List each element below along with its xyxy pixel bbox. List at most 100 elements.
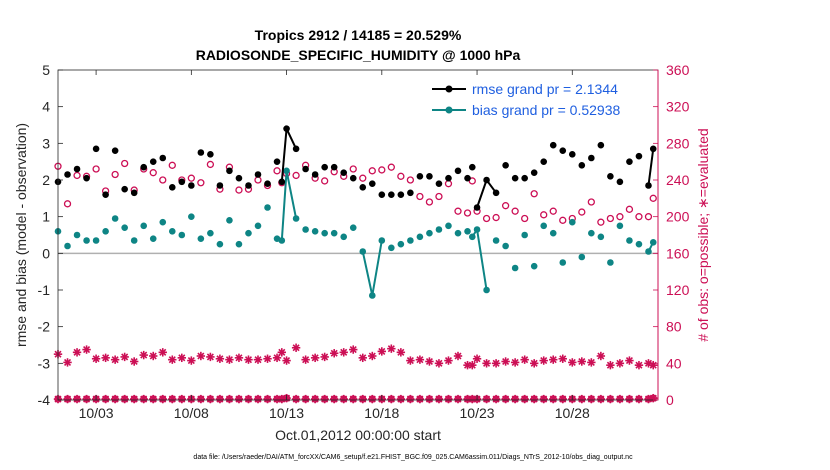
- rmse-point: [435, 180, 443, 187]
- bias-point: [188, 213, 195, 220]
- rmse-point: [407, 189, 414, 197]
- left-tick-label: -3: [38, 355, 51, 371]
- rmse-point: [121, 185, 128, 193]
- obs-baseline-evaluated-point: [158, 394, 167, 404]
- obs-baseline-evaluated-point: [539, 394, 548, 404]
- obs-baseline-evaluated-point: [149, 394, 158, 404]
- left-tick-label: -4: [38, 392, 51, 408]
- right-tick-label: 0: [666, 392, 674, 408]
- obs-evaluated-point: [263, 354, 272, 363]
- obs-possible-point: [540, 211, 548, 219]
- rmse-point: [130, 189, 138, 197]
- obs-evaluated-point: [63, 358, 72, 367]
- obs-evaluated-point: [510, 358, 520, 367]
- rmse-point: [149, 158, 157, 165]
- bias-point: [540, 222, 548, 230]
- rmse-point: [578, 162, 586, 169]
- obs-possible-point: [197, 179, 205, 187]
- obs-evaluated-point: [168, 355, 177, 364]
- obs-possible-point: [92, 165, 100, 173]
- obs-evaluated-point: [82, 345, 91, 354]
- obs-evaluated-point: [187, 356, 196, 365]
- obs-baseline-evaluated-point: [520, 394, 529, 404]
- obs-possible-point: [359, 174, 367, 182]
- bias-point: [73, 231, 81, 239]
- obs-possible-point: [416, 192, 424, 201]
- left-tick-label: 1: [42, 209, 50, 225]
- legend-rmse-marker: [445, 85, 453, 93]
- obs-baseline-evaluated-point: [63, 394, 72, 404]
- rmse-point: [649, 145, 657, 153]
- chart-title-line2: RADIOSONDE_SPECIFIC_HUMIDITY @ 1000 hPa: [196, 47, 521, 63]
- obs-evaluated-point: [377, 347, 387, 356]
- bias-point: [226, 217, 233, 224]
- bias-point: [568, 218, 576, 226]
- obs-baseline-evaluated-point: [510, 394, 520, 404]
- obs-evaluated-point: [206, 352, 215, 362]
- bias-point: [102, 228, 109, 235]
- rmse-point: [530, 169, 538, 176]
- rmse-point: [283, 125, 290, 132]
- right-tick-label: 40: [666, 355, 682, 371]
- bias-point: [645, 248, 652, 255]
- obs-possible-point: [368, 167, 376, 175]
- bias-point: [407, 237, 414, 244]
- bias-point: [521, 231, 528, 239]
- rmse-point: [168, 184, 176, 191]
- rmse-point: [616, 178, 624, 186]
- right-tick-label: 280: [666, 135, 690, 151]
- rmse-point: [207, 151, 214, 158]
- obs-evaluated-point: [277, 348, 287, 357]
- obs-evaluated-point: [472, 354, 482, 363]
- right-tick-label: 360: [666, 62, 690, 78]
- rmse-point: [483, 176, 490, 184]
- obs-possible-point: [406, 176, 415, 184]
- obs-evaluated-point: [320, 352, 329, 362]
- obs-evaluated-point: [225, 355, 234, 364]
- obs-baseline-evaluated-point: [225, 394, 234, 404]
- obs-evaluated-point: [253, 355, 263, 364]
- obs-possible-point: [349, 165, 357, 173]
- bias-point: [616, 222, 624, 230]
- obs-baseline-evaluated-point: [196, 394, 206, 404]
- bias-point: [207, 229, 214, 237]
- bias-point: [349, 224, 357, 231]
- rmse-point: [111, 147, 119, 154]
- bias-point: [340, 233, 348, 241]
- obs-baseline-evaluated-point: [415, 394, 425, 404]
- obs-evaluated-point: [549, 355, 558, 364]
- obs-possible-point: [149, 169, 157, 177]
- obs-evaluated-point: [282, 356, 291, 365]
- obs-possible-point: [625, 205, 634, 213]
- rmse-point: [378, 191, 386, 198]
- rmse-point: [245, 182, 252, 189]
- bias-point: [64, 242, 71, 250]
- obs-baseline-evaluated-point: [434, 394, 444, 404]
- obs-possible-point: [492, 213, 500, 222]
- obs-evaluated-point: [568, 358, 577, 367]
- rmse-point: [502, 162, 509, 169]
- obs-evaluated-point: [310, 353, 320, 363]
- right-axis-label: # of obs: o=possible; ∗=evaluated: [695, 128, 711, 341]
- obs-evaluated-point: [529, 359, 539, 368]
- obs-baseline-evaluated-point: [139, 394, 148, 404]
- obs-baseline-evaluated-point: [368, 394, 377, 404]
- rmse-point: [273, 158, 281, 165]
- obs-evaluated-point: [349, 345, 358, 354]
- obs-evaluated-point: [491, 359, 501, 368]
- bias-point: [530, 262, 538, 270]
- bias-point: [264, 204, 271, 211]
- obs-possible-point: [168, 161, 176, 169]
- bias-point: [559, 259, 567, 266]
- bias-point: [578, 253, 586, 261]
- bias-point: [121, 224, 128, 231]
- obs-evaluated-point: [149, 351, 158, 361]
- obs-evaluated-point: [139, 350, 148, 360]
- obs-evaluated-point: [301, 355, 310, 364]
- obs-possible-point: [559, 216, 567, 224]
- rmse-point: [559, 147, 567, 154]
- obs-possible-point: [454, 207, 462, 215]
- bias-point: [597, 233, 605, 241]
- bias-point: [388, 244, 395, 252]
